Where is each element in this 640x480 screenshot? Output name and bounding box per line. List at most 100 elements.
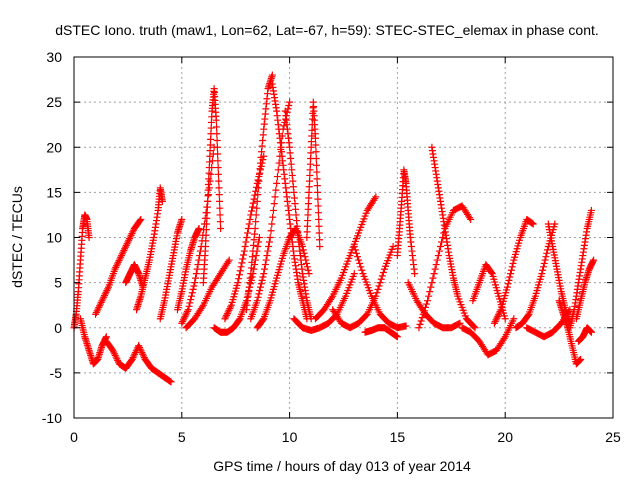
data-point xyxy=(587,328,595,336)
data-point xyxy=(214,164,222,172)
series-5 xyxy=(122,261,147,291)
series-14 xyxy=(221,152,268,323)
data-point xyxy=(285,102,293,110)
data-point xyxy=(117,253,125,261)
data-point xyxy=(113,355,121,363)
data-point xyxy=(313,182,321,190)
data-point xyxy=(193,265,201,273)
series-22 xyxy=(311,193,380,323)
data-point xyxy=(189,285,197,293)
data-point xyxy=(315,229,323,237)
data-point xyxy=(315,215,323,223)
data-point xyxy=(187,296,195,304)
data-point xyxy=(227,303,235,311)
data-point xyxy=(216,218,224,226)
data-point xyxy=(216,211,224,219)
data-point xyxy=(433,256,441,264)
data-point xyxy=(92,309,100,317)
data-point xyxy=(494,312,502,320)
data-point xyxy=(188,292,196,300)
data-point xyxy=(241,243,249,251)
data-point xyxy=(95,303,103,311)
data-point xyxy=(114,258,122,266)
data-point xyxy=(577,355,585,363)
data-point xyxy=(138,349,146,357)
x-tick-label: 10 xyxy=(282,429,298,445)
data-point xyxy=(312,155,320,163)
grid-lines xyxy=(74,57,613,418)
data-point xyxy=(182,311,190,319)
series-11 xyxy=(182,256,233,332)
data-point xyxy=(435,247,443,255)
data-point xyxy=(135,343,143,351)
data-point xyxy=(542,253,550,261)
data-point xyxy=(251,256,259,264)
data-point xyxy=(244,224,252,232)
data-point xyxy=(116,255,124,263)
data-point xyxy=(103,287,111,295)
data-point xyxy=(305,270,313,278)
data-point xyxy=(507,270,515,278)
data-point xyxy=(495,309,503,317)
data-point xyxy=(216,197,224,205)
data-point xyxy=(524,311,532,319)
series-8 xyxy=(156,215,186,323)
y-tick-label: 5 xyxy=(54,275,62,291)
data-point xyxy=(425,292,433,300)
data-point xyxy=(272,186,280,194)
data-point xyxy=(529,220,537,228)
data-point xyxy=(271,193,279,201)
series-36 xyxy=(555,297,585,368)
data-point xyxy=(313,161,321,169)
data-point xyxy=(128,355,136,363)
data-point xyxy=(120,246,128,254)
data-point xyxy=(273,179,281,187)
data-point xyxy=(268,71,276,79)
data-point xyxy=(508,263,516,271)
data-point xyxy=(351,246,359,254)
data-point xyxy=(121,243,129,251)
data-point xyxy=(109,346,117,354)
data-point xyxy=(186,299,194,307)
data-point xyxy=(356,259,364,267)
data-point xyxy=(269,213,277,221)
data-point xyxy=(510,315,518,323)
data-point xyxy=(252,211,260,219)
series-2 xyxy=(76,315,110,368)
data-point xyxy=(225,256,233,264)
data-point xyxy=(246,215,254,223)
data-point xyxy=(191,279,199,287)
series-3 xyxy=(92,215,145,318)
data-point xyxy=(266,234,274,241)
data-point xyxy=(253,204,261,212)
series-4 xyxy=(102,337,143,372)
data-point xyxy=(270,200,278,208)
data-point xyxy=(111,351,119,359)
data-point xyxy=(496,307,504,315)
data-point xyxy=(491,318,499,326)
data-point xyxy=(235,275,243,283)
data-point xyxy=(178,215,186,223)
data-point xyxy=(99,295,107,303)
data-point xyxy=(505,276,513,284)
data-point xyxy=(428,279,436,287)
data-point xyxy=(467,215,475,223)
data-point xyxy=(183,309,191,317)
data-point xyxy=(214,157,222,165)
data-point xyxy=(238,259,246,267)
data-point xyxy=(222,313,230,321)
data-point xyxy=(121,245,129,253)
data-point xyxy=(416,320,424,328)
data-point xyxy=(418,314,426,322)
data-point xyxy=(225,306,233,314)
data-point xyxy=(504,280,512,288)
data-point xyxy=(304,266,312,274)
data-point xyxy=(194,261,202,269)
data-point xyxy=(117,252,125,260)
data-point xyxy=(252,218,260,226)
series-26 xyxy=(393,166,419,278)
data-point xyxy=(259,273,267,281)
data-point xyxy=(314,188,322,196)
data-point xyxy=(215,191,223,199)
x-axis-title: GPS time / hours of day 013 of year 2014 xyxy=(213,458,471,474)
